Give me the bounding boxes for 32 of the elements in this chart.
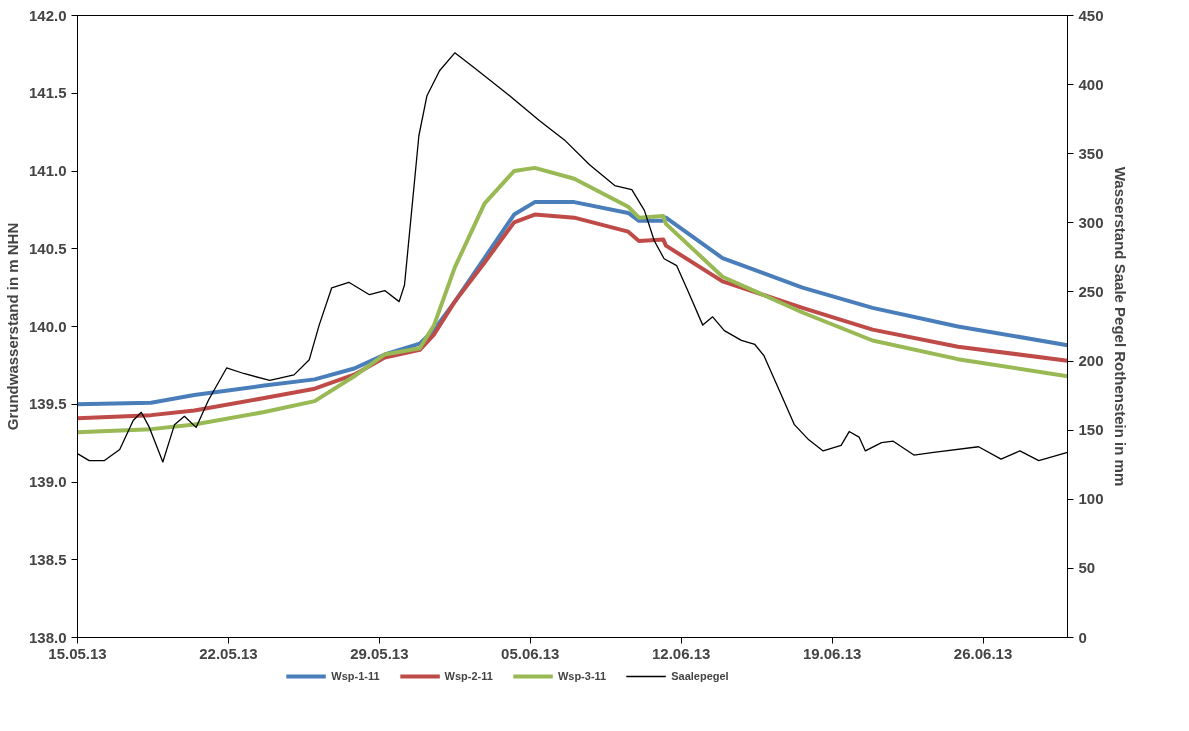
x-tick-label: 22.05.13 <box>199 644 258 662</box>
x-tick-label: 26.06.13 <box>953 644 1013 662</box>
x-tick-label: 12.06.13 <box>652 644 711 662</box>
y2-tick-label: 0 <box>1078 628 1087 646</box>
y-tick-label: 140.0 <box>28 317 67 335</box>
y-tick-label: 141.0 <box>28 162 67 179</box>
x-tick-label: 19.06.13 <box>802 644 862 662</box>
y2-tick-label: 300 <box>1078 213 1104 231</box>
y2-tick-label: 400 <box>1078 75 1104 93</box>
y2-tick-label: 100 <box>1078 490 1104 508</box>
y2-axis-title: Wasserstand Saale Pegel Rothenstein in mm <box>1111 166 1129 487</box>
y2-tick-label: 200 <box>1078 352 1104 370</box>
y-tick-label: 142.0 <box>28 6 67 24</box>
legend-label: Wsp-2-11 <box>444 670 493 682</box>
legend-label: Wsp-1-11 <box>331 670 380 682</box>
y2-tick-label: 350 <box>1078 144 1104 162</box>
x-tick-label: 29.05.13 <box>350 644 409 662</box>
y-tick-label: 138.0 <box>28 628 67 646</box>
y-tick-label: 139.5 <box>28 395 67 413</box>
y-tick-label: 138.5 <box>28 550 67 568</box>
legend-label: Wsp-3-11 <box>557 670 607 682</box>
y-tick-label: 139.0 <box>28 473 67 490</box>
y2-tick-label: 50 <box>1078 559 1096 577</box>
y-tick-label: 141.5 <box>28 84 67 102</box>
y-axis-title: Grundwasserstand in m NHN <box>3 222 21 431</box>
y2-tick-label: 250 <box>1078 282 1104 300</box>
y2-tick-label: 150 <box>1078 421 1104 439</box>
y2-tick-label: 450 <box>1078 6 1104 24</box>
legend-label: Saalepegel <box>671 670 729 682</box>
x-tick-label: 05.06.13 <box>501 644 560 662</box>
y-tick-label: 140.5 <box>28 239 67 257</box>
x-tick-label: 15.05.13 <box>48 644 107 662</box>
